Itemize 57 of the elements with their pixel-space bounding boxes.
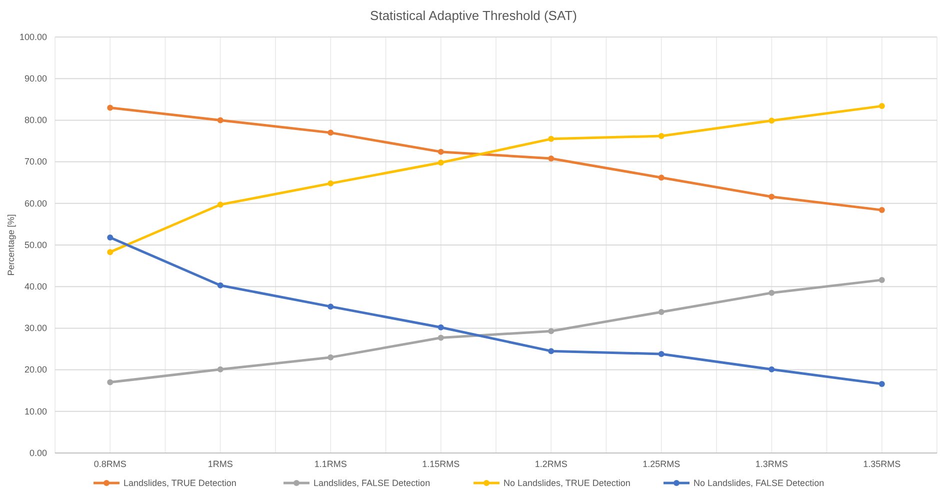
point — [328, 130, 334, 136]
point — [768, 118, 775, 124]
x-tick-label: 1.1RMS — [314, 459, 347, 469]
y-tick-label: 20.00 — [24, 364, 47, 375]
chart-title: Statistical Adaptive Threshold (SAT) — [370, 8, 577, 23]
x-tick-label: 1.25RMS — [642, 459, 680, 469]
y-tick-label: 70.00 — [24, 156, 47, 167]
legend-label: Landslides, TRUE Detection — [124, 478, 236, 488]
point — [438, 160, 444, 166]
point — [107, 234, 114, 241]
point — [107, 104, 114, 111]
point — [768, 366, 775, 372]
point — [438, 324, 444, 330]
legend-label: Landslides, FALSE Detection — [314, 478, 430, 488]
legend-label: No Landslides, FALSE Detection — [694, 478, 824, 488]
y-tick-label: 30.00 — [24, 323, 47, 334]
y-tick-label: 80.00 — [24, 115, 47, 126]
point — [768, 290, 775, 296]
y-tick-label: 0.00 — [29, 448, 47, 458]
point — [328, 304, 334, 310]
point — [658, 308, 664, 315]
point — [438, 334, 444, 341]
y-tick-label: 90.00 — [24, 73, 47, 84]
point — [548, 155, 554, 162]
point — [217, 202, 224, 208]
y-tick-label: 50.00 — [24, 240, 47, 250]
x-tick-label: 1.35RMS — [863, 459, 901, 469]
point — [768, 194, 775, 200]
point — [217, 366, 224, 372]
point — [217, 282, 224, 288]
y-tick-label: 60.00 — [24, 198, 47, 208]
point — [878, 207, 885, 214]
y-tick-label: 10.00 — [24, 406, 47, 416]
y-axis-title: Percentage [%] — [6, 214, 16, 276]
y-tick-label: 100.00 — [19, 32, 47, 42]
x-tick-label: 0.8RMS — [94, 459, 126, 469]
point — [878, 276, 885, 283]
point — [217, 117, 224, 124]
point — [878, 380, 885, 387]
point — [658, 133, 664, 140]
legend-label: No Landslides, TRUE Detection — [504, 478, 630, 488]
point — [658, 350, 664, 357]
y-tick-label: 40.00 — [24, 281, 47, 292]
point — [548, 328, 554, 334]
point — [107, 249, 114, 256]
point — [328, 354, 334, 360]
point — [438, 148, 444, 155]
point — [658, 174, 664, 181]
x-tick-label: 1.2RMS — [534, 459, 568, 469]
point — [548, 348, 554, 354]
point — [878, 103, 885, 110]
x-tick-label: 1RMS — [208, 459, 233, 469]
point — [328, 180, 334, 186]
x-tick-label: 1.3RMS — [755, 459, 788, 469]
x-tick-label: 1.15RMS — [422, 459, 460, 469]
point — [107, 379, 114, 386]
point — [548, 136, 554, 142]
